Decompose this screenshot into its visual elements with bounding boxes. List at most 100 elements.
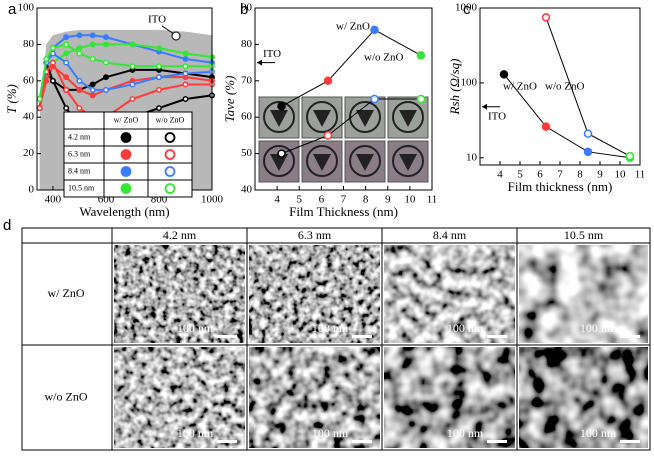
data-point [370,25,379,35]
scale-bar-label: 100 nm [177,321,214,335]
ito-arrow-head [257,59,262,66]
legend-column: w/ ZnO [114,115,139,124]
data-point [63,41,70,48]
data-point [76,86,83,93]
data-point [583,147,593,157]
data-point [583,129,593,138]
ito-marker [171,31,181,41]
data-point [129,96,136,102]
data-point [156,86,162,93]
legend-row: 10.5 nm [68,183,95,192]
x-tick-label: 9 [597,169,603,181]
legend-marker [120,183,132,194]
ito-label: ITO [263,48,281,60]
legend-marker [164,166,176,177]
x-tick-label: 4 [497,169,503,181]
x-tick-label: 6 [319,194,325,206]
data-point [89,81,96,88]
scale-bar [487,335,507,338]
data-point [323,76,333,86]
x-tick-label: 11 [635,169,646,181]
sample-logo-mark [399,110,417,127]
data-point [182,50,189,57]
panel-label: c [463,1,471,18]
sem-image [519,245,648,343]
data-point [63,105,70,112]
y-tick-label: 80 [23,38,35,50]
data-point [156,74,162,81]
panel-label: a [8,1,17,18]
scale-bar-label: 100 nm [447,321,484,335]
data-point [89,32,96,39]
legend-row: 6.3 nm [68,149,91,158]
data-point [156,45,162,51]
data-point [36,105,43,112]
x-tick-label: 10 [615,169,627,181]
data-point [102,74,109,81]
data-point [49,59,56,66]
legend-marker [164,183,176,194]
data-point [76,50,83,57]
series-line [281,29,422,107]
data-point [182,56,189,62]
sample-logo-mark [313,110,331,127]
y-tick-label: 40 [23,111,35,123]
series-label: w/o ZnO [545,81,584,93]
x-tick-label: 10 [404,194,416,206]
legend-column: w/o ZnO [156,115,185,124]
data-point [89,92,96,99]
scale-bar-label: 100 nm [312,426,349,440]
data-point [541,13,551,22]
column-header: 4.2 nm [163,228,197,242]
y-tick-label: 1000 [455,2,478,14]
scale-bar-label: 100 nm [312,321,349,335]
data-point [129,81,136,88]
panel-label: b [240,1,248,18]
sample-logo-mark [270,154,288,171]
x-tick-label: 8 [577,169,583,181]
data-point [182,81,189,88]
sem-image [519,347,648,448]
data-point [49,77,56,84]
ito-arrow [161,25,175,35]
data-point [76,45,83,51]
legend-row: 8.4 nm [68,166,91,175]
data-point [182,70,189,77]
data-point [36,96,43,102]
data-point [277,149,286,158]
data-point [156,63,162,70]
scale-bar [352,440,372,443]
x-tick-label: 1000 [201,194,224,206]
data-point [625,151,635,161]
data-point [89,56,96,62]
data-point [277,102,286,111]
scale-bar [620,335,640,338]
x-tick-label: 5 [297,194,303,206]
legend-marker [164,149,176,160]
data-point [63,34,70,41]
scale-bar-label: 100 nm [447,426,484,440]
sample-logo [349,101,381,133]
data-point [370,94,379,104]
data-point [63,59,70,66]
sample-logo [306,145,338,177]
data-point [323,131,333,140]
row-header: w/ ZnO [48,286,85,300]
sample-logo-mark [356,154,374,171]
y-tick-label: 60 [23,74,35,86]
sem-image [249,347,380,448]
legend-marker [120,132,132,143]
x-tick-label: 7 [557,169,563,181]
column-header: 6.3 nm [298,228,332,242]
series-line [503,74,631,159]
y-tick-label: 50 [241,147,253,159]
data-point [182,96,189,102]
x-tick-label: 5 [517,169,523,181]
sample-logo [349,145,381,177]
sample-logo [306,101,338,133]
x-tick-label: 4 [274,194,280,206]
sample-logo [392,145,424,177]
data-point [63,74,70,81]
sem-image [114,347,245,448]
